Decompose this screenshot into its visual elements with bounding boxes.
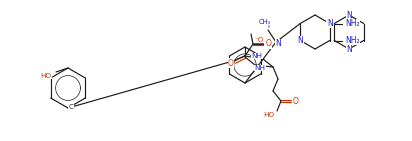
Text: ⁻O: ⁻O — [254, 37, 264, 43]
Text: O: O — [293, 96, 299, 105]
Text: N: N — [346, 10, 352, 19]
Text: N: N — [346, 45, 352, 53]
Text: NH₂: NH₂ — [345, 36, 360, 45]
Text: HO: HO — [263, 112, 274, 118]
Text: O: O — [266, 39, 272, 49]
Text: N: N — [297, 36, 303, 45]
Text: N: N — [275, 39, 281, 49]
Text: N: N — [327, 19, 332, 28]
Text: NH₂: NH₂ — [345, 19, 360, 28]
Text: I: I — [267, 23, 269, 29]
Text: O: O — [228, 59, 234, 68]
Text: NH: NH — [255, 65, 265, 71]
Text: C: C — [69, 104, 73, 110]
Text: CH₃: CH₃ — [259, 19, 271, 25]
Text: NH: NH — [251, 53, 262, 59]
Text: HO: HO — [40, 73, 52, 79]
